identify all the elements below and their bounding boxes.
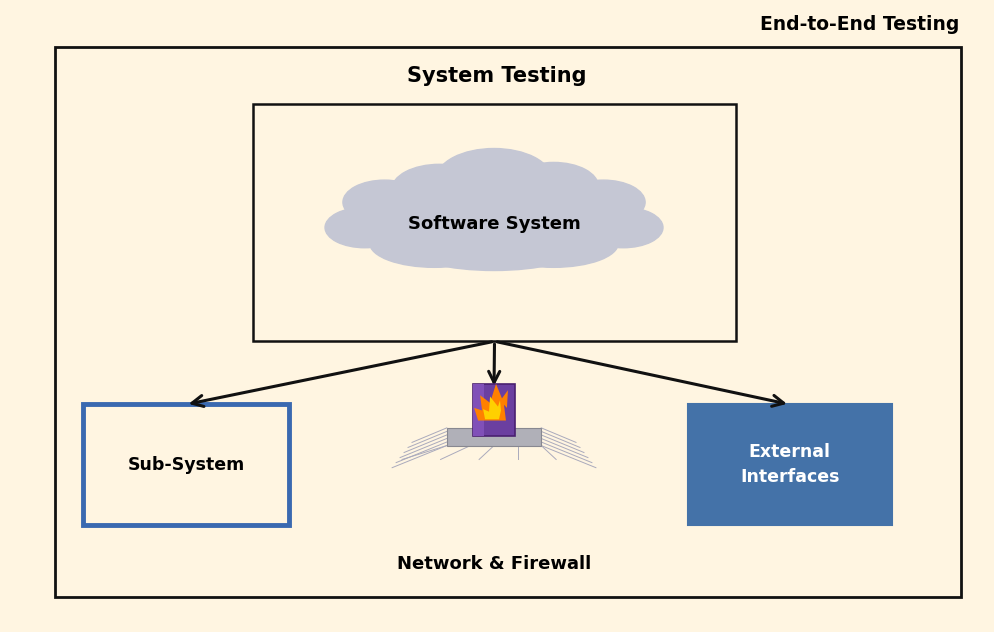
Ellipse shape [511, 196, 626, 253]
Text: Software System: Software System [408, 216, 580, 233]
Ellipse shape [365, 194, 484, 255]
Ellipse shape [424, 190, 564, 253]
Ellipse shape [583, 207, 663, 248]
Ellipse shape [410, 226, 579, 270]
Text: End-to-End Testing: End-to-End Testing [759, 15, 959, 33]
Text: System Testing: System Testing [408, 66, 586, 86]
FancyBboxPatch shape [253, 104, 736, 341]
Text: Sub-System: Sub-System [127, 456, 245, 473]
Ellipse shape [392, 164, 487, 215]
FancyBboxPatch shape [447, 428, 541, 446]
FancyBboxPatch shape [688, 404, 892, 525]
Ellipse shape [436, 149, 552, 209]
Text: External
Interfaces: External Interfaces [740, 443, 840, 486]
Ellipse shape [343, 180, 426, 224]
Polygon shape [483, 396, 501, 419]
Polygon shape [474, 384, 508, 420]
Ellipse shape [562, 180, 645, 224]
Ellipse shape [370, 219, 499, 267]
FancyBboxPatch shape [473, 384, 483, 436]
FancyBboxPatch shape [83, 404, 289, 525]
Ellipse shape [489, 219, 618, 267]
Ellipse shape [509, 162, 598, 210]
FancyBboxPatch shape [473, 384, 515, 436]
FancyBboxPatch shape [55, 47, 961, 597]
Text: Network & Firewall: Network & Firewall [397, 555, 591, 573]
Ellipse shape [325, 207, 405, 248]
